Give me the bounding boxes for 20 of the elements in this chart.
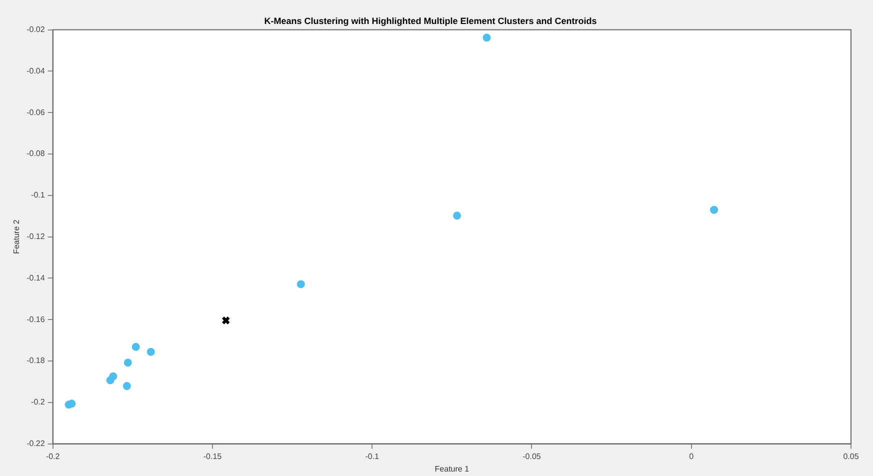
y-tick-label: -0.14 [26,273,46,282]
y-tick-label: -0.02 [26,25,46,34]
x-tick-label: 0.05 [843,452,860,461]
x-tick-label: -0.1 [365,452,380,461]
y-tick-label: -0.12 [26,232,46,242]
x-tick-label: 0 [689,452,694,461]
y-axis-title: Feature 2 [12,219,22,254]
y-tick-label: -0.1 [31,190,46,200]
y-tick-label: -0.16 [26,314,46,324]
chart-title: K-Means Clustering with Highlighted Multiple Element Clusters and Centroids [264,16,597,26]
x-axis-title: Feature 1 [434,464,470,474]
x-tick-label: -0.15 [203,452,222,461]
y-tick-label: -0.18 [26,356,46,366]
y-tick-label: -0.2 [31,398,46,407]
y-tick-label: -0.04 [26,66,46,76]
y-tick-label: -0.08 [26,149,46,158]
y-tick-label: -0.06 [26,108,46,117]
x-tick-label: -0.05 [522,452,542,461]
y-tick-label: -0.22 [26,439,46,448]
x-tick-label: -0.2 [46,452,60,461]
